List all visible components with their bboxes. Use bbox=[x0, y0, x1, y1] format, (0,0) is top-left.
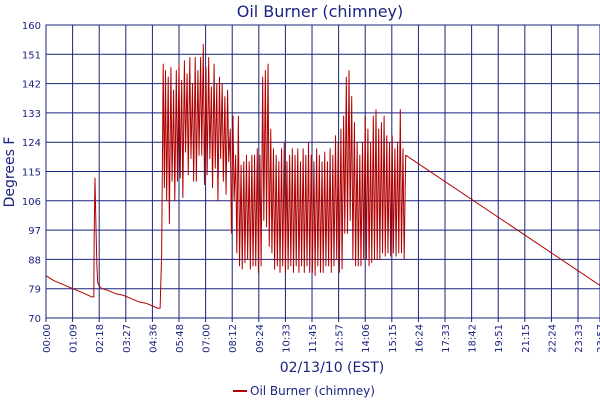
x-tick-label: 18:42 bbox=[468, 324, 479, 353]
x-tick-labels: 00:00 01:09 02:18 03:27 04:36 05:48 07:00 08:12… bbox=[42, 324, 600, 353]
y-tick-label: 160 bbox=[22, 21, 41, 32]
x-tick-label: 16:24 bbox=[414, 324, 425, 353]
x-tick-label: 03:27 bbox=[122, 324, 133, 353]
x-tick-label: 23:57 bbox=[596, 324, 600, 353]
y-tick-label: 151 bbox=[22, 50, 41, 61]
x-tick-label: 04:36 bbox=[148, 324, 159, 353]
x-tick-label: 05:48 bbox=[175, 324, 186, 353]
legend-label: Oil Burner (chimney) bbox=[250, 384, 375, 398]
y-tick-label: 97 bbox=[28, 226, 41, 237]
x-tick-label: 22:24 bbox=[547, 324, 558, 353]
y-tick-label: 115 bbox=[22, 168, 41, 179]
y-tick-label: 106 bbox=[22, 197, 41, 208]
grid-lines bbox=[46, 25, 600, 322]
y-tick-label: 133 bbox=[22, 109, 41, 120]
y-tick-label: 142 bbox=[22, 80, 41, 91]
y-tick-label: 70 bbox=[28, 314, 41, 325]
x-tick-label: 07:00 bbox=[202, 324, 213, 353]
x-tick-label: 09:24 bbox=[255, 324, 266, 353]
x-tick-label: 02:18 bbox=[95, 324, 106, 353]
x-tick-label: 17:33 bbox=[441, 324, 452, 353]
x-tick-label: 01:09 bbox=[69, 324, 80, 353]
x-tick-label: 21:15 bbox=[521, 324, 532, 353]
chart-title: Oil Burner (chimney) bbox=[237, 2, 404, 21]
y-tick-labels: 70 79 88 97 106 115 124 133 142 151 160 bbox=[22, 21, 41, 325]
x-tick-label: 19:51 bbox=[494, 324, 505, 353]
x-tick-label: 08:12 bbox=[228, 324, 239, 353]
x-tick-label: 12:57 bbox=[335, 324, 346, 353]
x-tick-label: 14:06 bbox=[361, 324, 372, 353]
x-tick-label: 11:45 bbox=[308, 324, 319, 353]
y-tick-label: 79 bbox=[28, 285, 41, 296]
x-tick-label: 15:15 bbox=[388, 324, 399, 353]
x-tick-label: 00:00 bbox=[42, 324, 53, 353]
y-tick-label: 88 bbox=[28, 255, 41, 266]
y-axis-label: Degrees F bbox=[2, 137, 18, 208]
x-tick-label: 23:33 bbox=[574, 324, 585, 353]
x-axis-label: 02/13/10 (EST) bbox=[280, 360, 385, 376]
x-tick-label: 10:33 bbox=[281, 324, 292, 353]
y-tick-label: 124 bbox=[22, 138, 41, 149]
